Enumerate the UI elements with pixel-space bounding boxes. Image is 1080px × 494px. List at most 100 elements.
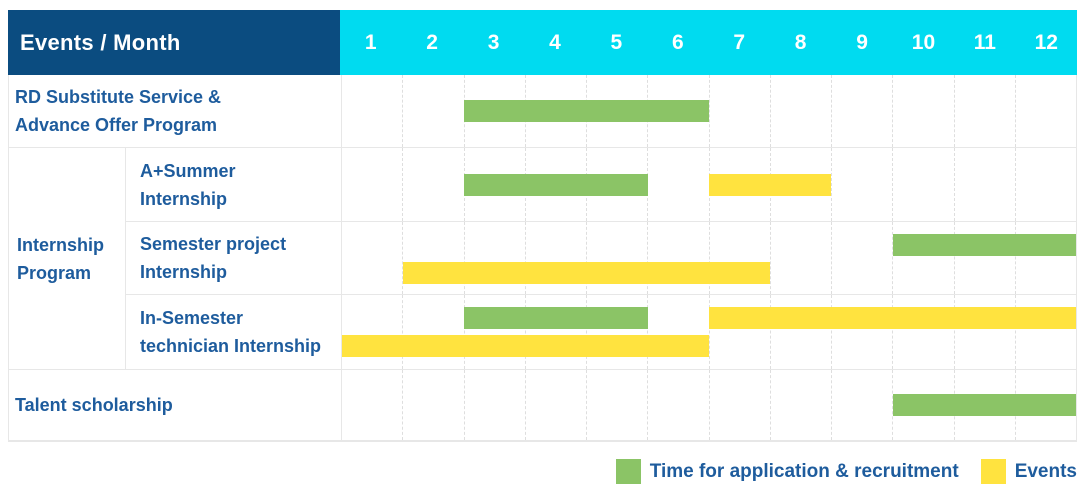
green-legend-swatch <box>615 459 641 484</box>
month-header-strip: 1 2 3 4 5 6 7 8 9 10 11 12 <box>340 10 1077 75</box>
month-gridline-column <box>465 295 526 369</box>
month-header-3: 3 <box>487 30 500 54</box>
row-chart-area <box>341 75 1076 148</box>
yellow-bar <box>342 335 709 357</box>
label-line: Semester project <box>140 234 287 254</box>
month-header-12: 12 <box>1034 30 1058 54</box>
month-gridline-column <box>832 370 894 440</box>
row-sublabel: A+Summer Internship <box>125 148 341 222</box>
green-bar <box>464 100 709 122</box>
month-gridline-column <box>771 148 832 221</box>
month-gridline-column <box>771 295 832 369</box>
month-gridline-column <box>403 222 465 294</box>
month-gridline-column <box>832 148 894 221</box>
label-line: Program <box>17 262 92 283</box>
month-gridlines <box>342 222 1076 294</box>
month-header-2: 2 <box>426 30 438 54</box>
row-label: RD Substitute Service & Advance Offer Pro… <box>9 75 341 148</box>
label-line: Talent scholarship <box>15 395 173 415</box>
month-gridline-column <box>403 370 465 440</box>
month-gridline-column <box>710 222 771 294</box>
month-header-7: 7 <box>733 30 746 54</box>
month-header-8: 8 <box>794 30 807 54</box>
legend: Time for application & recruitment Events <box>615 459 1077 484</box>
legend-item: Events <box>980 459 1077 484</box>
month-gridline-column <box>342 222 404 294</box>
month-gridline-column <box>832 222 894 294</box>
row-sublabel: In-Semester technician Internship <box>125 295 341 370</box>
month-gridline-column <box>893 75 955 147</box>
label-line: Internship <box>140 188 228 209</box>
row-chart-area <box>341 295 1076 370</box>
month-header-5: 5 <box>610 30 623 54</box>
label-line: In-Semester <box>140 308 244 328</box>
yellow-legend-swatch <box>980 459 1006 484</box>
month-header-10: 10 <box>911 30 936 54</box>
month-gridline-column <box>1016 75 1076 147</box>
month-gridline-column <box>648 370 710 440</box>
gantt-table: Events / Month 1 2 3 4 5 6 7 8 9 10 11 12 RD Substi… <box>8 10 1077 442</box>
month-gridline-column <box>1016 222 1076 294</box>
month-gridline-column <box>832 295 894 369</box>
month-gridline-column <box>771 370 832 440</box>
month-gridlines <box>342 75 1076 147</box>
month-gridline-column <box>403 148 465 221</box>
month-header-1: 1 <box>364 30 377 54</box>
label-line: RD Substitute Service & <box>15 87 222 107</box>
month-gridline-column <box>893 148 955 221</box>
row-label: Talent scholarship <box>9 370 341 441</box>
green-bar <box>464 173 648 196</box>
month-gridline-column <box>587 222 649 294</box>
month-gridline-column <box>342 75 404 147</box>
month-gridline-column <box>955 295 1016 369</box>
gantt-body: RD Substitute Service & Advance Offer Pro… <box>8 75 1077 442</box>
legend-item: Time for application & recruitment <box>615 459 959 484</box>
month-gridline-column <box>403 295 465 369</box>
month-gridline-column <box>526 295 587 369</box>
label-line: Internship <box>17 234 105 255</box>
month-gridline-column <box>648 222 710 294</box>
month-gridline-column <box>1016 148 1076 221</box>
month-gridline-column <box>955 75 1016 147</box>
month-gridline-column <box>587 295 649 369</box>
month-gridline-column <box>342 370 404 440</box>
month-header-11: 11 <box>973 30 996 54</box>
month-gridline-column <box>342 295 404 369</box>
month-gridline-column <box>342 148 404 221</box>
month-gridline-column <box>648 148 710 221</box>
month-gridline-column <box>587 370 649 440</box>
month-gridline-column <box>526 222 587 294</box>
label-line: Internship <box>140 262 228 282</box>
yellow-bar <box>709 307 1076 329</box>
label-line: Advance Offer Program <box>15 115 218 135</box>
green-bar <box>892 234 1076 256</box>
month-gridline-column <box>832 75 894 147</box>
month-gridline-column <box>648 75 710 147</box>
month-gridlines <box>342 295 1076 369</box>
month-gridline-column <box>465 370 526 440</box>
corner-header: Events / Month <box>8 10 340 75</box>
month-gridline-column <box>710 370 771 440</box>
row-chart-area <box>341 370 1076 441</box>
month-gridline-column <box>893 222 955 294</box>
row-sublabel: Semester project Internship <box>125 222 341 295</box>
month-gridline-column <box>771 75 832 147</box>
legend-label: Time for application & recruitment <box>649 460 959 482</box>
label-line: technician Internship <box>140 336 322 356</box>
yellow-bar <box>403 262 771 284</box>
month-gridline-column <box>403 75 465 147</box>
green-bar <box>892 394 1076 416</box>
table-header-row: Events / Month 1 2 3 4 5 6 7 8 9 10 11 12 <box>8 10 1077 75</box>
row-chart-area <box>341 222 1076 295</box>
row-chart-area <box>341 148 1076 222</box>
label-line: A+Summer <box>140 160 236 181</box>
row-label: Internship Program <box>9 148 125 370</box>
month-header-6: 6 <box>671 30 684 54</box>
month-gridline-column <box>893 295 955 369</box>
yellow-bar <box>709 173 832 196</box>
month-header-9: 9 <box>856 30 868 54</box>
month-gridline-column <box>648 295 710 369</box>
month-gridline-column <box>526 370 587 440</box>
month-gridline-column <box>771 222 832 294</box>
month-gridline-column <box>465 222 526 294</box>
